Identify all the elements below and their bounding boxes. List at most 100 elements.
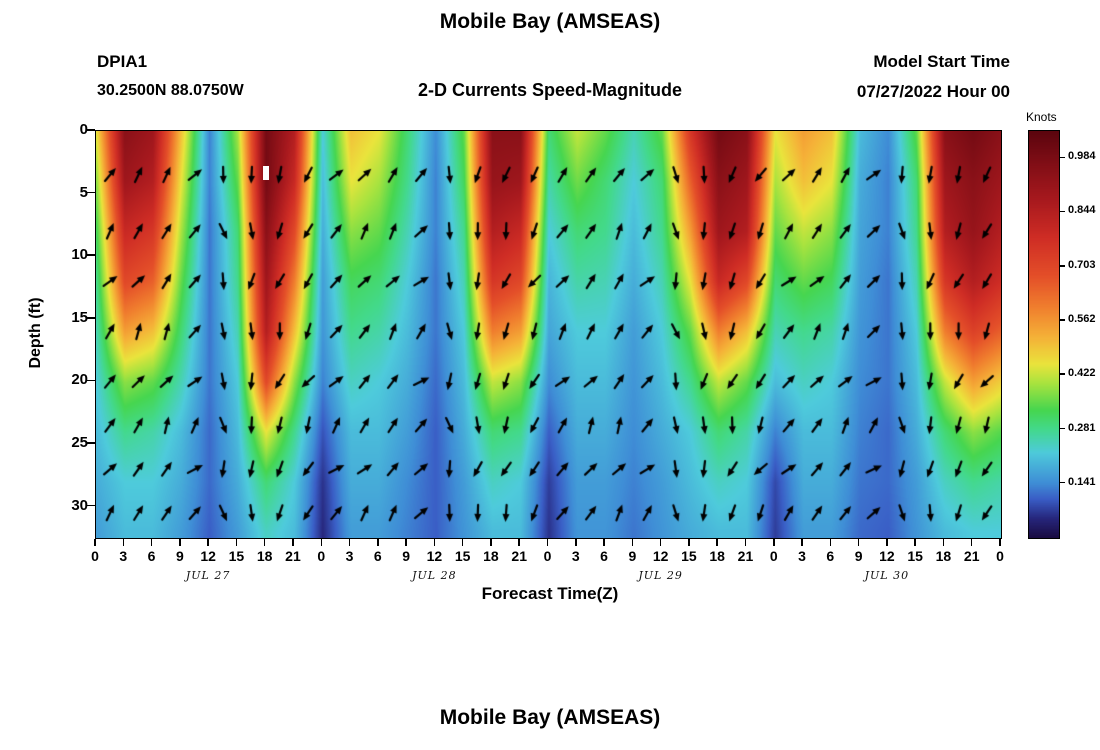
y-tick-mark (87, 442, 95, 444)
x-tick-mark (886, 538, 888, 546)
day-label: JUL 29 (638, 569, 683, 582)
x-tick-mark (603, 538, 605, 546)
station-coordinates: 30.2500N 88.0750W (97, 82, 244, 99)
day-label: JUL 27 (185, 569, 231, 582)
y-tick-label: 30 (71, 496, 88, 514)
x-tick-mark (829, 538, 832, 546)
x-tick-mark (914, 538, 916, 546)
x-tick-mark (773, 538, 775, 546)
x-tick-label: 3 (345, 548, 354, 564)
x-tick-label: 0 (91, 548, 99, 564)
x-tick-mark (631, 538, 634, 546)
y-axis-label: Depth (ft) (27, 297, 44, 369)
x-tick-mark (744, 538, 747, 546)
x-tick-mark (518, 538, 520, 546)
y-tick-mark (87, 129, 95, 131)
x-tick-mark (575, 538, 577, 546)
colorbar (1028, 130, 1060, 539)
x-tick-label: 3 (571, 548, 580, 564)
page-title: Mobile Bay (AMSEAS) (439, 10, 661, 33)
x-tick-label: 0 (543, 548, 552, 564)
x-tick-label: 18 (483, 548, 499, 564)
next-chart-title: Mobile Bay (AMSEAS) (439, 706, 661, 729)
x-tick-mark (263, 538, 266, 546)
x-tick-label: 0 (769, 548, 778, 564)
x-tick-label: 12 (200, 548, 216, 564)
x-tick-mark (490, 538, 492, 546)
x-tick-label: 0 (317, 548, 326, 564)
plot-area (95, 130, 1002, 539)
x-tick-label: 6 (826, 548, 835, 564)
colorbar-tick-label: 0.281 (1068, 421, 1096, 434)
x-tick-label: 6 (600, 548, 608, 564)
y-tick-mark (87, 379, 95, 382)
day-label: JUL 30 (864, 569, 910, 582)
x-tick-label: 21 (285, 548, 301, 564)
y-tick-label: 5 (79, 183, 88, 201)
x-axis-label: Forecast Time(Z) (481, 584, 619, 603)
x-tick-mark (348, 538, 351, 546)
x-tick-label: 12 (652, 548, 669, 564)
y-tick-label: 25 (71, 434, 88, 452)
colorbar-tick-mark (1059, 319, 1065, 321)
y-tick-mark (87, 254, 95, 256)
x-tick-mark (857, 538, 860, 546)
x-tick-label: 18 (709, 548, 725, 564)
colorbar-tick-label: 0.422 (1068, 367, 1096, 380)
y-tick-label: 20 (71, 371, 88, 389)
colorbar-tick-label: 0.703 (1068, 258, 1096, 271)
model-start-label: Model Start Time (873, 52, 1010, 71)
colorbar-tick-mark (1059, 210, 1065, 213)
chart-subtitle: 2-D Currents Speed-Magnitude (417, 80, 683, 100)
colorbar-tick-mark (1059, 427, 1065, 430)
x-tick-mark (659, 538, 662, 546)
x-tick-mark (942, 538, 945, 546)
x-tick-label: 9 (175, 548, 184, 564)
colorbar-tick-label: 0.562 (1068, 313, 1096, 326)
x-tick-mark (94, 538, 96, 546)
y-tick-mark (87, 191, 95, 194)
day-label: JUL 28 (412, 569, 457, 582)
colorbar-tick-mark (1059, 265, 1065, 267)
colorbar-tick-mark (1059, 481, 1065, 484)
x-tick-mark (546, 538, 549, 546)
x-tick-mark (235, 538, 238, 546)
colorbar-units-label: Knots (1026, 110, 1057, 124)
x-tick-label: 12 (879, 548, 895, 564)
x-tick-label: 18 (256, 548, 273, 564)
x-tick-mark (150, 538, 153, 546)
station-id: DPIA1 (97, 52, 148, 71)
x-tick-label: 18 (935, 548, 952, 564)
x-tick-mark (207, 538, 209, 546)
colorbar-canvas (1029, 131, 1059, 538)
x-tick-label: 15 (228, 548, 245, 564)
x-tick-label: 15 (681, 548, 697, 564)
x-tick-label: 21 (737, 548, 754, 564)
x-tick-mark (377, 538, 379, 546)
colorbar-tick-label: 0.984 (1068, 150, 1096, 163)
x-tick-label: 12 (426, 548, 443, 564)
x-tick-label: 15 (907, 548, 923, 564)
y-tick-mark (87, 504, 95, 507)
current-vectors-canvas (96, 131, 1001, 538)
y-tick-label: 10 (71, 246, 88, 264)
x-tick-label: 9 (628, 548, 637, 564)
x-tick-mark (970, 538, 973, 546)
colorbar-tick-mark (1059, 373, 1065, 375)
x-tick-label: 3 (119, 548, 128, 564)
x-tick-label: 21 (511, 548, 527, 564)
x-tick-label: 3 (798, 548, 806, 564)
x-tick-mark (122, 538, 125, 546)
colorbar-tick-label: 0.141 (1068, 475, 1096, 488)
x-tick-mark (461, 538, 464, 546)
x-tick-mark (801, 538, 803, 546)
x-tick-label: 9 (402, 548, 410, 564)
x-tick-label: 9 (854, 548, 863, 564)
x-tick-mark (716, 538, 718, 546)
y-tick-label: 0 (79, 121, 88, 138)
colorbar-tick-mark (1059, 156, 1065, 159)
x-tick-label: 6 (147, 548, 156, 564)
y-tick-mark (87, 317, 95, 319)
x-tick-label: 6 (373, 548, 382, 564)
